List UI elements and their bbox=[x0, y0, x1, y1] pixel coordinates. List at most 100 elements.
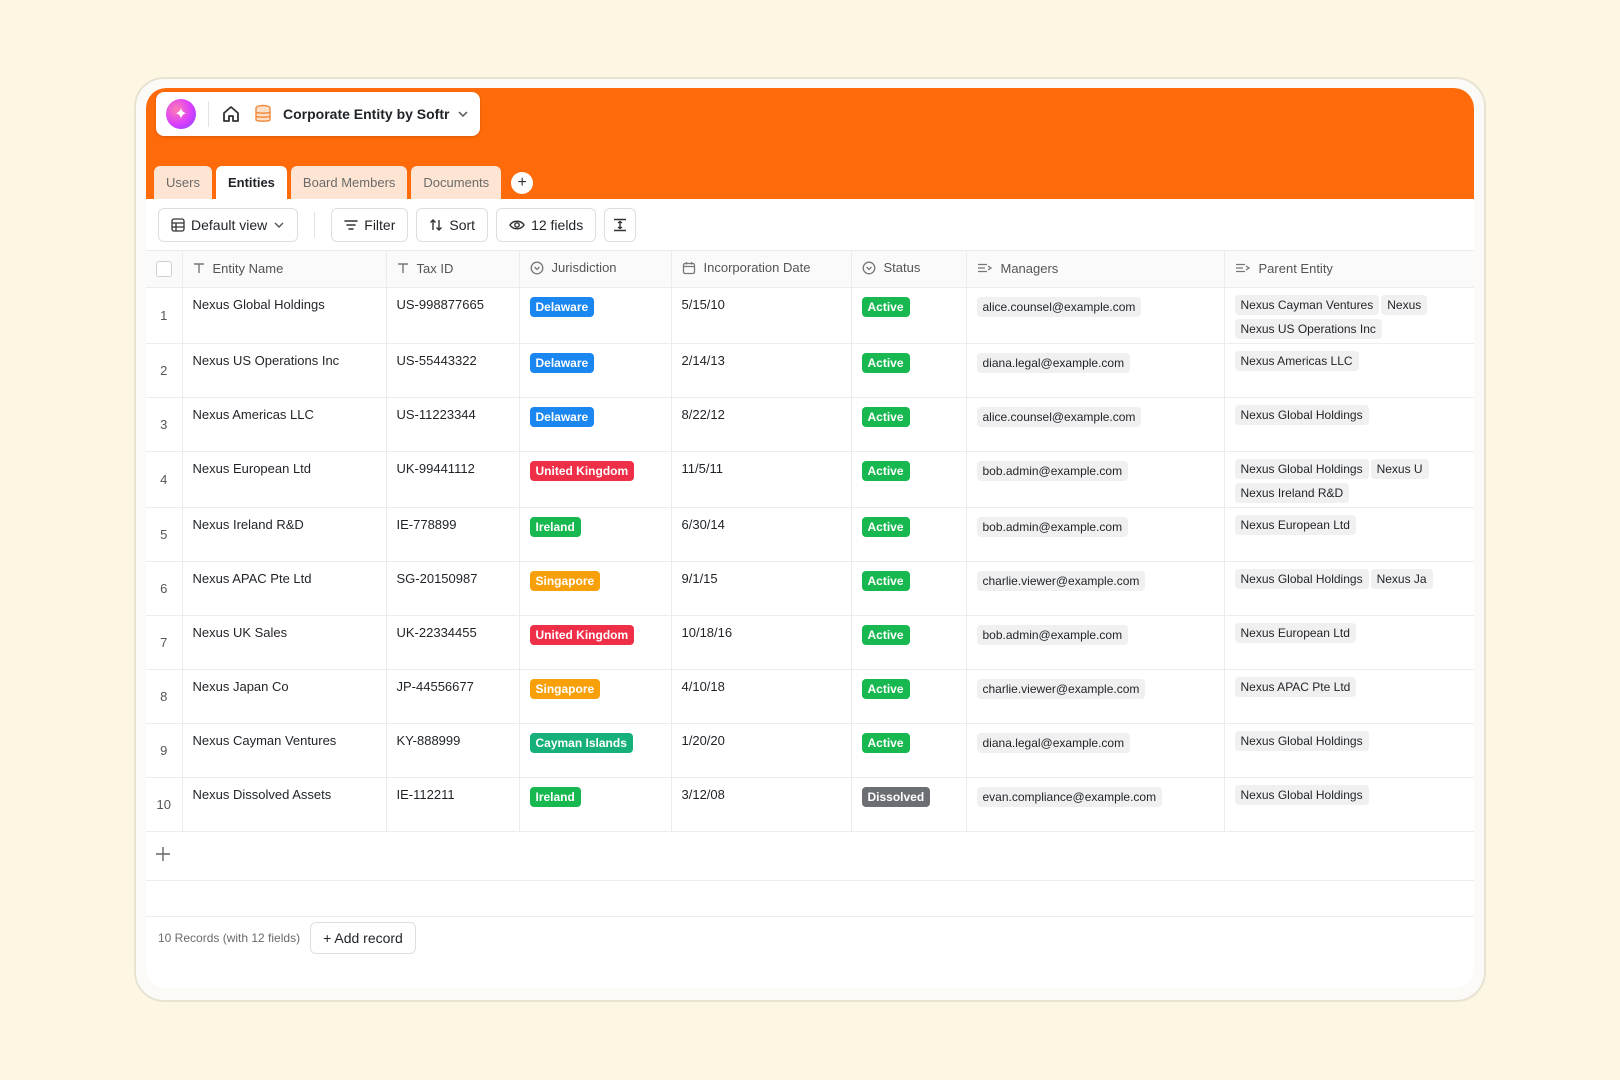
parent-entity-cell[interactable]: Nexus Global Holdings bbox=[1224, 397, 1474, 452]
jurisdiction-cell[interactable]: Ireland bbox=[519, 777, 672, 832]
column-header-status[interactable]: Status bbox=[851, 251, 967, 288]
manager-chip[interactable]: bob.admin@example.com bbox=[976, 624, 1129, 645]
managers-cell[interactable]: diana.legal@example.com bbox=[966, 343, 1225, 398]
add-record-button[interactable]: + Add record bbox=[310, 922, 416, 954]
entity-name-cell[interactable]: Nexus Dissolved Assets bbox=[182, 777, 387, 832]
column-header-parent-entity[interactable]: Parent Entity bbox=[1224, 251, 1474, 288]
entity-name-cell[interactable]: Nexus Americas LLC bbox=[182, 397, 387, 452]
table-row[interactable]: 7 Nexus UK Sales UK-22334455 United Kingdom… bbox=[146, 615, 1474, 670]
parent-entity-cell[interactable]: Nexus Global Holdings bbox=[1224, 723, 1474, 778]
entity-name-cell[interactable]: Nexus APAC Pte Ltd bbox=[182, 561, 387, 616]
status-cell[interactable]: Active bbox=[851, 287, 967, 344]
status-cell[interactable]: Active bbox=[851, 615, 967, 670]
column-header-managers[interactable]: Managers bbox=[966, 251, 1225, 288]
managers-cell[interactable]: evan.compliance@example.com bbox=[966, 777, 1225, 832]
sparkle-icon[interactable]: ✦ bbox=[166, 99, 196, 129]
jurisdiction-cell[interactable]: Delaware bbox=[519, 397, 672, 452]
jurisdiction-cell[interactable]: Ireland bbox=[519, 507, 672, 562]
select-all-checkbox[interactable] bbox=[155, 261, 172, 278]
tax-id-cell[interactable]: UK-99441112 bbox=[386, 451, 520, 508]
add-tab-icon[interactable]: + bbox=[511, 172, 534, 194]
status-cell[interactable]: Active bbox=[851, 507, 967, 562]
sort-button[interactable]: Sort bbox=[416, 207, 489, 242]
column-header-incorporation-date[interactable]: Incorporation Date bbox=[671, 251, 852, 288]
entity-name-cell[interactable]: Nexus Cayman Ventures bbox=[182, 723, 387, 778]
status-cell[interactable]: Active bbox=[851, 561, 967, 616]
jurisdiction-cell[interactable]: Singapore bbox=[519, 561, 672, 616]
table-row[interactable]: 6 Nexus APAC Pte Ltd SG-20150987 Singapore 9… bbox=[146, 561, 1474, 616]
managers-cell[interactable]: alice.counsel@example.com bbox=[966, 397, 1225, 452]
incorporation-date-cell[interactable]: 3/12/08 bbox=[671, 777, 852, 832]
manager-chip[interactable]: diana.legal@example.com bbox=[976, 732, 1131, 753]
parent-entity-chip[interactable]: Nexus Global Holdings bbox=[1234, 404, 1369, 425]
table-row[interactable]: 3 Nexus Americas LLC US-11223344 Delaware 8/… bbox=[146, 397, 1474, 452]
status-cell[interactable]: Active bbox=[851, 669, 967, 724]
column-header-jurisdiction[interactable]: Jurisdiction bbox=[519, 251, 672, 288]
plus-icon[interactable] bbox=[154, 845, 172, 863]
column-header-entity-name[interactable]: Entity Name bbox=[182, 251, 387, 288]
parent-entity-cell[interactable]: Nexus Global Holdings bbox=[1224, 777, 1474, 832]
jurisdiction-cell[interactable]: Delaware bbox=[519, 343, 672, 398]
tab-board-members[interactable]: Board Members bbox=[290, 166, 408, 199]
parent-entity-chip[interactable]: Nexus European Ltd bbox=[1234, 622, 1356, 643]
parent-entity-chip[interactable]: Nexus Global Holdings bbox=[1234, 730, 1369, 751]
parent-entity-chip[interactable]: Nexus Ja bbox=[1370, 568, 1433, 589]
column-header-tax-id[interactable]: Tax ID bbox=[386, 251, 520, 288]
table-row[interactable]: 2 Nexus US Operations Inc US-55443322 Delaw… bbox=[146, 343, 1474, 398]
parent-entity-chip[interactable]: Nexus Global Holdings bbox=[1234, 568, 1369, 589]
table-row[interactable]: 9 Nexus Cayman Ventures KY-888999 Cayman Is… bbox=[146, 723, 1474, 778]
incorporation-date-cell[interactable]: 10/18/16 bbox=[671, 615, 852, 670]
table-row[interactable]: 5 Nexus Ireland R&D IE-778899 Ireland 6/30/1… bbox=[146, 507, 1474, 562]
managers-cell[interactable]: bob.admin@example.com bbox=[966, 451, 1225, 508]
parent-entity-cell[interactable]: Nexus Global Holdings Nexus Ja bbox=[1224, 561, 1474, 616]
parent-entity-cell[interactable]: Nexus European Ltd bbox=[1224, 615, 1474, 670]
managers-cell[interactable]: charlie.viewer@example.com bbox=[966, 561, 1225, 616]
parent-entity-cell[interactable]: Nexus APAC Pte Ltd bbox=[1224, 669, 1474, 724]
entity-name-cell[interactable]: Nexus UK Sales bbox=[182, 615, 387, 670]
managers-cell[interactable]: diana.legal@example.com bbox=[966, 723, 1225, 778]
entity-name-cell[interactable]: Nexus Ireland R&D bbox=[182, 507, 387, 562]
table-row[interactable]: 8 Nexus Japan Co JP-44556677 Singapore 4/10/… bbox=[146, 669, 1474, 724]
chevron-down-icon[interactable] bbox=[457, 108, 469, 120]
entity-name-cell[interactable]: Nexus Global Holdings bbox=[182, 287, 387, 344]
tax-id-cell[interactable]: US-11223344 bbox=[386, 397, 520, 452]
jurisdiction-cell[interactable]: Singapore bbox=[519, 669, 672, 724]
entity-name-cell[interactable]: Nexus European Ltd bbox=[182, 451, 387, 508]
tax-id-cell[interactable]: KY-888999 bbox=[386, 723, 520, 778]
entity-name-cell[interactable]: Nexus Japan Co bbox=[182, 669, 387, 724]
parent-entity-chip[interactable]: Nexus APAC Pte Ltd bbox=[1234, 676, 1357, 697]
parent-entity-chip[interactable]: Nexus Americas LLC bbox=[1234, 350, 1359, 371]
app-title[interactable]: Corporate Entity by Softr bbox=[283, 106, 450, 122]
manager-chip[interactable]: charlie.viewer@example.com bbox=[976, 678, 1146, 699]
tax-id-cell[interactable]: US-55443322 bbox=[386, 343, 520, 398]
incorporation-date-cell[interactable]: 6/30/14 bbox=[671, 507, 852, 562]
tax-id-cell[interactable]: US-998877665 bbox=[386, 287, 520, 344]
incorporation-date-cell[interactable]: 8/22/12 bbox=[671, 397, 852, 452]
parent-entity-cell[interactable]: Nexus Global Holdings Nexus U Nexus Irelan… bbox=[1224, 451, 1474, 508]
jurisdiction-cell[interactable]: United Kingdom bbox=[519, 451, 672, 508]
tax-id-cell[interactable]: JP-44556677 bbox=[386, 669, 520, 724]
incorporation-date-cell[interactable]: 2/14/13 bbox=[671, 343, 852, 398]
tax-id-cell[interactable]: IE-778899 bbox=[386, 507, 520, 562]
parent-entity-chip[interactable]: Nexus US Operations Inc bbox=[1234, 318, 1382, 339]
manager-chip[interactable]: charlie.viewer@example.com bbox=[976, 570, 1146, 591]
manager-chip[interactable]: diana.legal@example.com bbox=[976, 352, 1131, 373]
managers-cell[interactable]: alice.counsel@example.com bbox=[966, 287, 1225, 344]
tax-id-cell[interactable]: SG-20150987 bbox=[386, 561, 520, 616]
incorporation-date-cell[interactable]: 1/20/20 bbox=[671, 723, 852, 778]
parent-entity-chip[interactable]: Nexus Cayman Ventures bbox=[1234, 294, 1380, 315]
parent-entity-chip[interactable]: Nexus bbox=[1381, 294, 1428, 315]
status-cell[interactable]: Active bbox=[851, 451, 967, 508]
status-cell[interactable]: Active bbox=[851, 397, 967, 452]
table-row[interactable]: 10 Nexus Dissolved Assets IE-112211 Ireland… bbox=[146, 777, 1474, 832]
manager-chip[interactable]: evan.compliance@example.com bbox=[976, 786, 1163, 807]
table-row[interactable]: 4 Nexus European Ltd UK-99441112 United Kin… bbox=[146, 451, 1474, 508]
managers-cell[interactable]: bob.admin@example.com bbox=[966, 615, 1225, 670]
parent-entity-chip[interactable]: Nexus Global Holdings bbox=[1234, 784, 1369, 805]
tab-users[interactable]: Users bbox=[154, 166, 212, 199]
manager-chip[interactable]: bob.admin@example.com bbox=[976, 460, 1129, 481]
row-height-button[interactable] bbox=[604, 207, 637, 242]
managers-cell[interactable]: charlie.viewer@example.com bbox=[966, 669, 1225, 724]
jurisdiction-cell[interactable]: Cayman Islands bbox=[519, 723, 672, 778]
tab-documents[interactable]: Documents bbox=[411, 166, 502, 199]
